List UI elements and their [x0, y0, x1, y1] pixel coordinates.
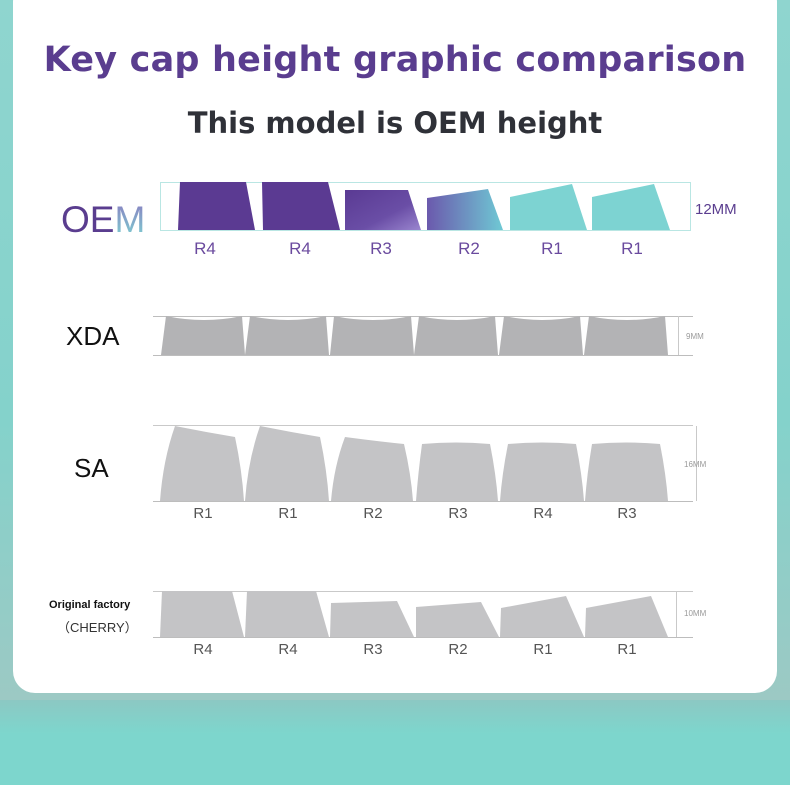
sa-keycap-6	[585, 442, 668, 501]
sa-keycap-3	[331, 437, 413, 501]
cherry-keycap-5	[500, 596, 584, 637]
oem-row-label: R2	[458, 239, 480, 258]
background-bottom-band	[0, 700, 790, 785]
xda-keycap-5	[499, 316, 583, 355]
sa-keycap-4	[416, 442, 498, 501]
cherry-row-label: R1	[617, 641, 636, 658]
oem-row-label: R1	[621, 239, 643, 258]
oem-keycap-6	[592, 184, 670, 230]
sa-row-label: R1	[278, 505, 297, 522]
oem-row-label: R4	[289, 239, 311, 258]
xda-keycap-3	[330, 316, 414, 355]
xda-height-label: 9MM	[686, 332, 704, 341]
xda-keycap-1	[161, 316, 245, 355]
cherry-keycap-3	[330, 601, 414, 637]
cherry-row-label: R1	[533, 641, 552, 658]
cherry-row-label: R4	[278, 641, 297, 658]
xda-keycap-6	[584, 316, 668, 355]
oem-keycap-1	[178, 182, 255, 230]
oem-row-labels: R4 R4 R3 R2 R1 R1	[194, 239, 643, 258]
oem-row-label: R3	[370, 239, 392, 258]
oem-label: OEM	[61, 199, 145, 240]
cherry-keycap-1	[160, 591, 244, 637]
oem-keycap-4	[427, 189, 503, 230]
xda-label: XDA	[66, 321, 120, 351]
oem-section: OEM 12MM R4 R4 R3 R2 R1 R1	[61, 182, 737, 258]
sa-row-label: R2	[363, 505, 382, 522]
oem-row-label: R4	[194, 239, 216, 258]
cherry-row-labels: R4 R4 R3 R2 R1 R1	[193, 641, 636, 658]
sa-keycap-2	[245, 426, 329, 501]
sa-row-labels: R1 R1 R2 R3 R4 R3	[193, 505, 636, 522]
sa-row-label: R4	[533, 505, 552, 522]
cherry-section: Original factory （CHERRY） 10MM R4 R4 R3 …	[49, 591, 707, 658]
cherry-row-label: R3	[363, 641, 382, 658]
page-subtitle: This model is OEM height	[187, 106, 603, 140]
cherry-label: Original factory	[49, 599, 131, 611]
oem-keycap-2	[262, 182, 340, 230]
cherry-keycap-2	[245, 591, 329, 637]
xda-section: XDA 9MM	[66, 316, 704, 356]
sa-keycap-5	[500, 442, 584, 501]
page-title: Key cap height graphic comparison	[43, 40, 747, 80]
sa-section: SA 16MM R1 R1 R2 R3 R4 R3	[74, 425, 707, 522]
cherry-height-label: 10MM	[684, 609, 707, 618]
oem-frame	[160, 182, 691, 231]
sa-row-label: R3	[448, 505, 467, 522]
xda-keycap-2	[245, 316, 329, 355]
sa-keycap-1	[160, 426, 244, 501]
oem-row-label: R1	[541, 239, 563, 258]
cherry-sublabel: （CHERRY）	[57, 620, 138, 635]
cherry-keycap-6	[585, 596, 668, 637]
xda-keycap-4	[414, 316, 498, 355]
cherry-keycap-4	[416, 602, 499, 637]
oem-keycap-5	[510, 184, 587, 230]
sa-label: SA	[74, 453, 109, 483]
cherry-row-label: R2	[448, 641, 467, 658]
sa-height-label: 16MM	[684, 460, 707, 469]
sa-row-label: R3	[617, 505, 636, 522]
oem-height-label: 12MM	[695, 201, 737, 218]
oem-keycap-3	[345, 190, 421, 230]
sa-row-label: R1	[193, 505, 212, 522]
cherry-row-label: R4	[193, 641, 212, 658]
